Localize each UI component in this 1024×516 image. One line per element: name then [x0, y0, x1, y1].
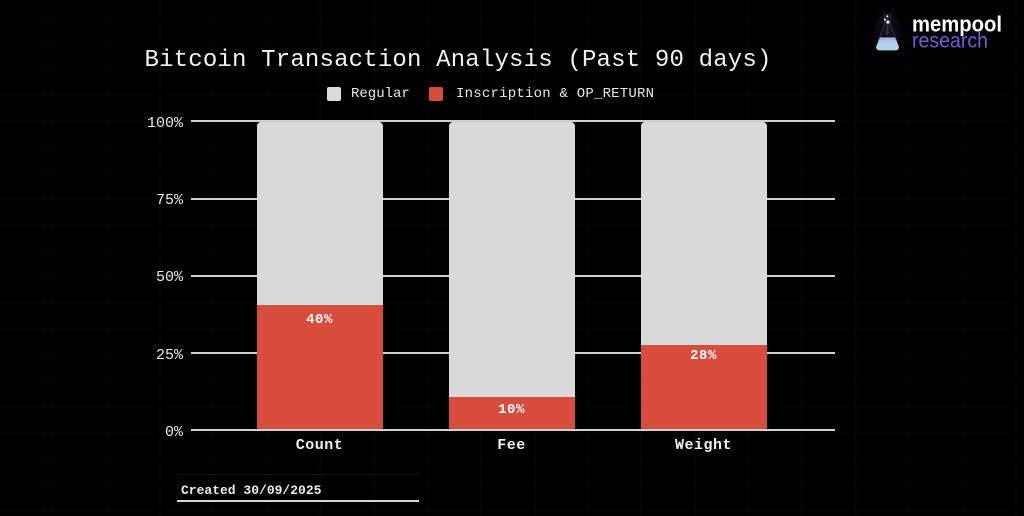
- svg-text:mempool: mempool: [912, 12, 1002, 37]
- svg-text:research: research: [912, 30, 988, 53]
